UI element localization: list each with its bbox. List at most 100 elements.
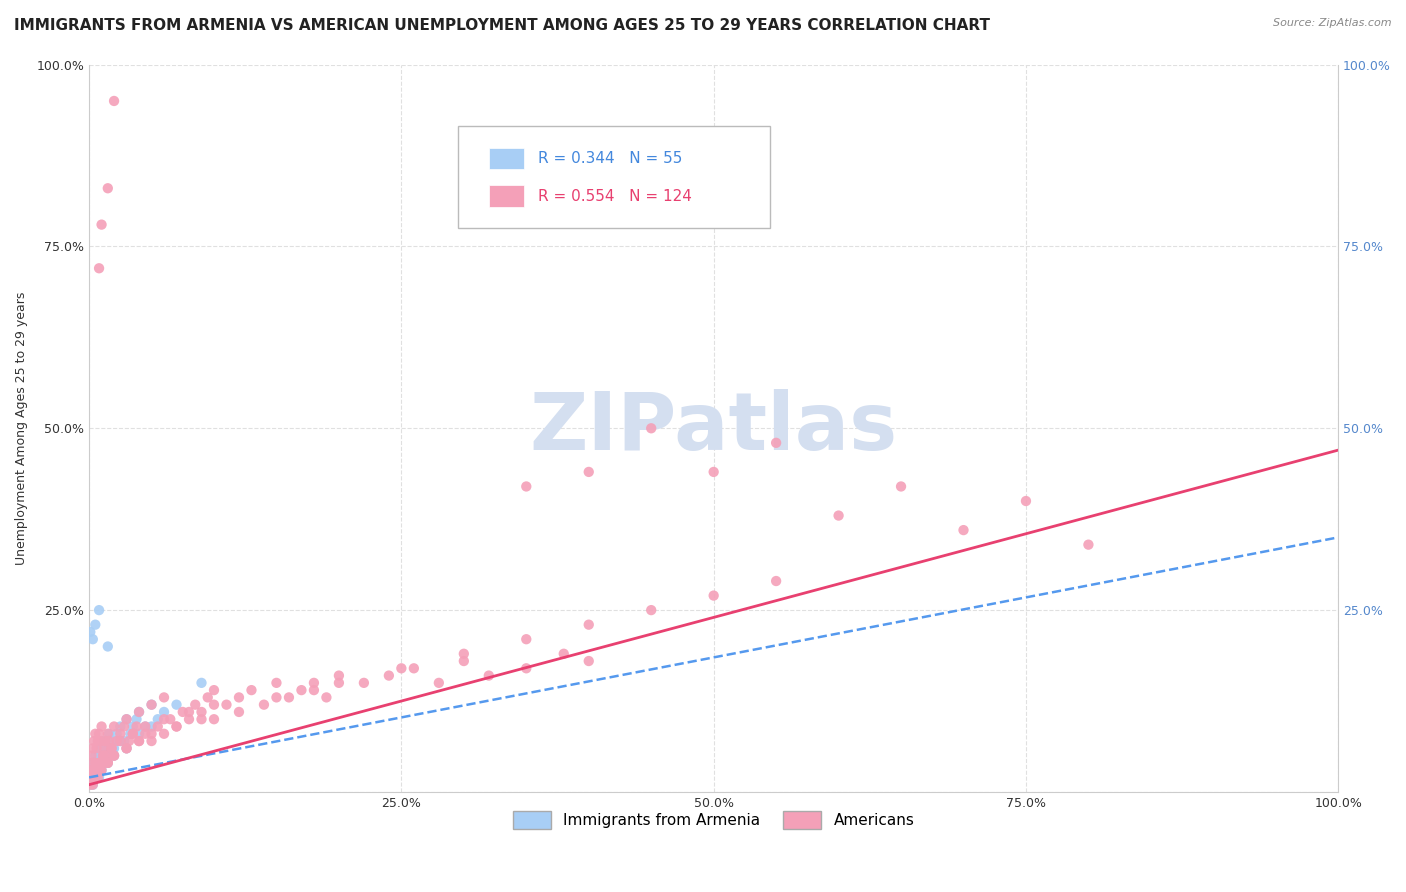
Text: IMMIGRANTS FROM ARMENIA VS AMERICAN UNEMPLOYMENT AMONG AGES 25 TO 29 YEARS CORRE: IMMIGRANTS FROM ARMENIA VS AMERICAN UNEM… (14, 18, 990, 33)
Point (87, 771, 110, 785)
Point (240, 683, 263, 698)
Point (278, 690, 301, 705)
Point (82, 741, 104, 756)
Point (89, 756, 111, 770)
Point (87, 261, 110, 276)
Point (103, 741, 125, 756)
Point (115, 741, 138, 756)
Point (83, 763, 105, 777)
Point (87, 734, 110, 748)
Point (94, 741, 117, 756)
Point (112, 719, 135, 733)
Point (266, 676, 288, 690)
Point (97, 727, 120, 741)
Point (128, 727, 150, 741)
Point (110, 727, 132, 741)
Point (478, 668, 501, 682)
Point (93, 748, 115, 763)
Point (87, 748, 110, 763)
Point (190, 712, 212, 726)
Point (228, 705, 250, 719)
Point (153, 727, 176, 741)
Point (86, 741, 108, 756)
Point (153, 690, 176, 705)
Point (103, 748, 125, 763)
Point (703, 465, 725, 479)
Point (90, 763, 112, 777)
Point (93, 734, 115, 748)
Point (82, 771, 104, 785)
Text: R = 0.344   N = 55: R = 0.344 N = 55 (537, 151, 682, 166)
Point (89, 756, 111, 770)
Point (202, 698, 225, 712)
Point (89, 756, 111, 770)
Point (83, 763, 105, 777)
Point (141, 727, 163, 741)
Point (87, 603, 110, 617)
Point (125, 719, 148, 733)
Point (97, 756, 120, 770)
Point (79, 756, 101, 770)
Point (121, 719, 143, 733)
Point (79, 778, 101, 792)
Text: ZIPatlas: ZIPatlas (530, 389, 898, 467)
Point (115, 712, 138, 726)
Point (110, 734, 132, 748)
Point (215, 698, 238, 712)
Point (97, 756, 120, 770)
Point (86, 763, 108, 777)
Point (290, 683, 312, 698)
Point (640, 603, 662, 617)
Point (94, 734, 117, 748)
Point (266, 690, 288, 705)
Point (166, 719, 188, 733)
Point (128, 734, 150, 748)
Point (79, 778, 101, 792)
Point (110, 734, 132, 748)
Point (87, 756, 110, 770)
Point (328, 676, 350, 690)
Point (146, 712, 169, 726)
Point (177, 712, 200, 726)
Point (97, 181, 120, 195)
Point (153, 705, 176, 719)
Point (578, 465, 600, 479)
Point (100, 741, 122, 756)
Point (84, 771, 107, 785)
Point (134, 719, 156, 733)
Point (90, 719, 112, 733)
Bar (489, 147, 524, 169)
Point (82, 632, 104, 647)
Point (141, 698, 163, 712)
Point (84, 756, 107, 770)
Point (110, 719, 132, 733)
Point (190, 705, 212, 719)
Point (84, 727, 107, 741)
Point (82, 778, 104, 792)
Point (515, 479, 537, 493)
Point (98, 734, 121, 748)
Point (427, 676, 450, 690)
Point (1015, 494, 1038, 508)
Point (100, 741, 122, 756)
Point (105, 734, 128, 748)
Point (159, 712, 181, 726)
Point (115, 712, 138, 726)
Point (91, 748, 114, 763)
Point (120, 727, 142, 741)
Point (87, 763, 110, 777)
Point (190, 676, 212, 690)
Point (765, 574, 787, 588)
Point (87, 763, 110, 777)
Point (118, 734, 141, 748)
Point (90, 218, 112, 232)
Point (80, 748, 103, 763)
Point (91, 748, 114, 763)
Point (128, 705, 150, 719)
Point (100, 741, 122, 756)
Point (103, 719, 125, 733)
Point (389, 661, 412, 675)
Point (302, 676, 325, 690)
Point (134, 727, 156, 741)
Point (83, 763, 105, 777)
